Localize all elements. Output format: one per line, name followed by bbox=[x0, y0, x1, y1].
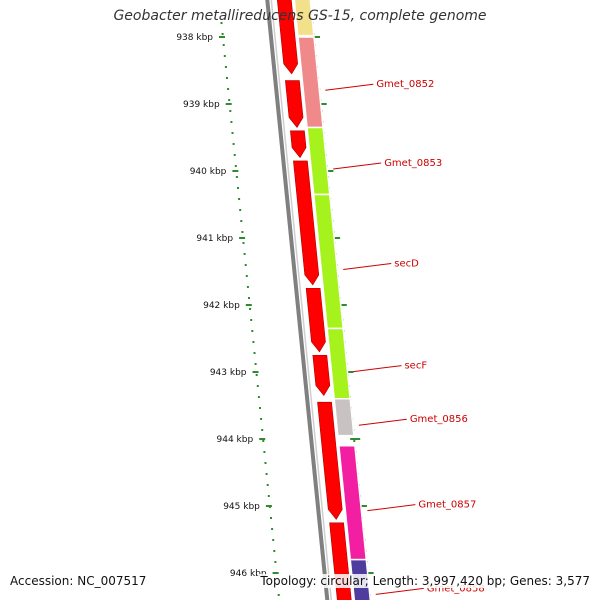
gene-label: Gmet_0852 bbox=[376, 79, 434, 90]
gene-leader-line bbox=[343, 262, 392, 270]
tick-dot-left bbox=[271, 528, 274, 530]
tick-dot-left bbox=[234, 165, 237, 167]
tick-label: 943 kbp bbox=[210, 368, 247, 378]
tick-dot-left bbox=[245, 275, 248, 277]
tick-dot-left bbox=[228, 99, 231, 101]
cds-arrow bbox=[276, 0, 298, 75]
tick-label: 944 kbp bbox=[217, 435, 254, 445]
tick-dot-left bbox=[270, 517, 272, 519]
tick-dot-left bbox=[255, 374, 258, 376]
gene-leader-line bbox=[333, 162, 382, 170]
gene-block bbox=[306, 126, 331, 196]
tick-label: 938 kbp bbox=[176, 33, 213, 43]
tick-label: 939 kbp bbox=[183, 100, 220, 110]
tick-dot-left bbox=[223, 55, 226, 57]
gene-leader-line bbox=[358, 418, 407, 426]
tick-dot-left bbox=[273, 550, 276, 552]
tick-dot-left bbox=[224, 66, 227, 68]
tick-dot-left bbox=[259, 407, 261, 409]
gene-label: Gmet_0858 bbox=[427, 583, 485, 594]
tick-dot-left bbox=[272, 539, 275, 541]
tick-dot-left bbox=[231, 132, 234, 134]
tick-dot-left bbox=[251, 330, 254, 332]
gene-block bbox=[326, 327, 352, 400]
tick-dot-left bbox=[250, 319, 253, 321]
cds-arrow bbox=[290, 130, 307, 159]
tick-dot-left bbox=[243, 253, 246, 255]
tick-dot-left bbox=[256, 385, 259, 387]
tick-dot-left bbox=[221, 33, 224, 35]
map-title: Geobacter metallireducens GS-15, complet… bbox=[113, 8, 487, 24]
cds-arrow bbox=[305, 287, 326, 353]
tick-dot-left bbox=[248, 297, 250, 299]
gene-leader-line bbox=[375, 587, 424, 595]
tick-dot-left bbox=[246, 286, 249, 288]
tick-dot-left bbox=[227, 88, 230, 90]
backbone-highlight bbox=[270, 0, 333, 605]
tick-dot-left bbox=[233, 154, 236, 156]
tick-dot-left bbox=[267, 495, 270, 497]
gene-leader-line bbox=[367, 504, 416, 512]
gene-block bbox=[293, 0, 315, 37]
tick-dot-left bbox=[237, 187, 239, 189]
gene-leader-line bbox=[325, 83, 374, 91]
tick-dot-left bbox=[242, 242, 245, 244]
tick-label: 941 kbp bbox=[196, 234, 233, 244]
tick-dot-left bbox=[222, 44, 225, 46]
gene-label: secD bbox=[394, 258, 419, 269]
tick-dot-left bbox=[277, 594, 280, 596]
tick-dot-left bbox=[254, 363, 257, 365]
gene-label: Gmet_0856 bbox=[410, 414, 468, 425]
tick-dot-left bbox=[266, 484, 269, 486]
tick-dot-left bbox=[230, 121, 233, 123]
tick-dot-left bbox=[262, 440, 265, 442]
tick-dot-left bbox=[260, 418, 263, 420]
tick-dot-left bbox=[264, 462, 267, 464]
tick-dot-left bbox=[220, 22, 223, 24]
gene-block bbox=[333, 398, 355, 437]
gene-label: Gmet_0853 bbox=[384, 158, 442, 169]
tick-dot-left bbox=[238, 198, 241, 200]
tick-dot-left bbox=[241, 231, 244, 233]
tick-dot-left bbox=[229, 110, 232, 112]
tick-dot-left bbox=[274, 561, 277, 563]
genome-summary-text: Topology: circular; Length: 3,997,420 bp… bbox=[258, 574, 592, 588]
tick-label: 940 kbp bbox=[190, 167, 227, 177]
tick-dot-left bbox=[235, 176, 238, 178]
tick-dot-left bbox=[263, 451, 266, 453]
tick-dot-left bbox=[249, 308, 252, 310]
tick-dot-left bbox=[240, 220, 243, 222]
tick-label: 942 kbp bbox=[203, 301, 240, 311]
tick-dot-left bbox=[261, 429, 264, 431]
gene-label: Gmet_0857 bbox=[418, 500, 476, 511]
tick-dot-left bbox=[226, 77, 228, 79]
accession-text: Accession: NC_007517 bbox=[8, 574, 149, 588]
cds-arrow bbox=[312, 354, 331, 396]
backbone-line bbox=[265, 0, 330, 605]
tick-label: 945 kbp bbox=[223, 502, 260, 512]
cds-arrow bbox=[285, 80, 304, 128]
tick-dot-left bbox=[239, 209, 242, 211]
tick-dot-left bbox=[265, 473, 268, 475]
tick-dot-left bbox=[232, 143, 235, 145]
gene-label: secF bbox=[404, 361, 427, 372]
tick-dot-left bbox=[253, 352, 256, 354]
tick-dot-right bbox=[353, 440, 356, 442]
cds-arrow bbox=[317, 401, 343, 520]
tick-dot-left bbox=[257, 396, 260, 398]
cds-arrow bbox=[293, 160, 320, 286]
gene-leader-line bbox=[353, 365, 402, 373]
tick-dot-left bbox=[252, 341, 255, 343]
tick-dot-left bbox=[244, 264, 247, 266]
tick-label: 946 kbp bbox=[230, 569, 267, 579]
